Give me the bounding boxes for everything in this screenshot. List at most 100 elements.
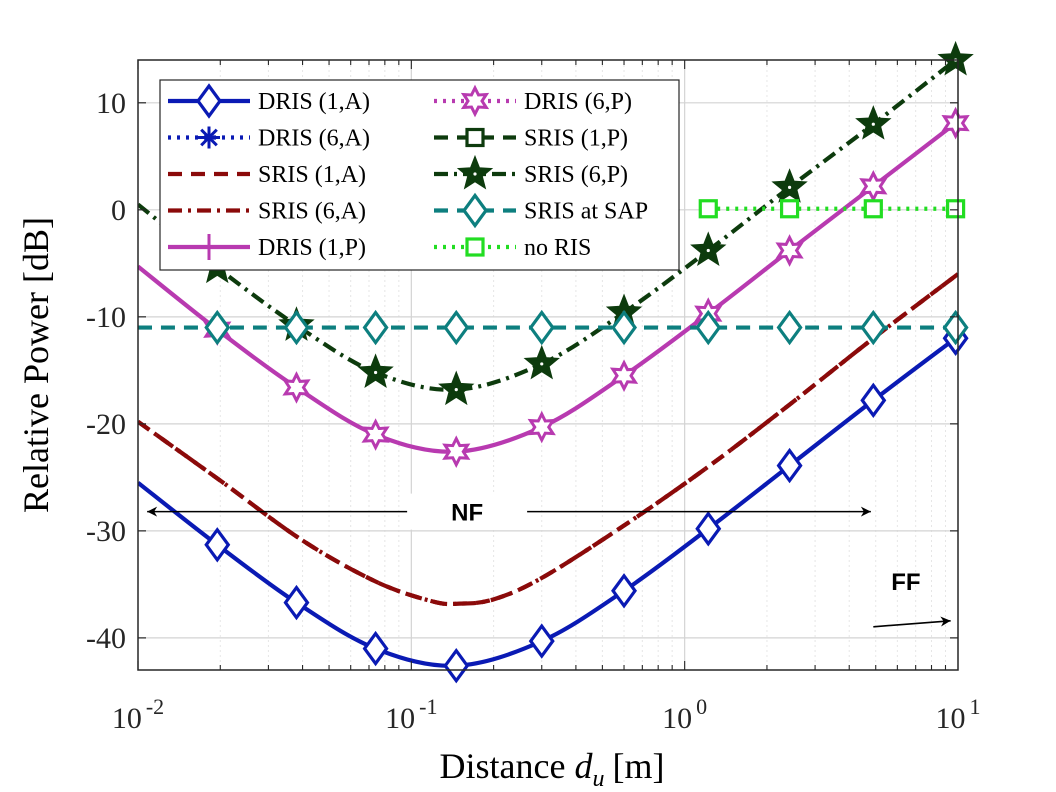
x-tick-base: 10 <box>662 702 692 735</box>
y-axis-title: Relative Power [dB] <box>16 217 56 513</box>
legend: DRIS (1,A) DRIS (6,A) SRIS (1,A) SRIS (6,A)… <box>159 79 680 271</box>
legend-item-no-ris: no RIS <box>434 235 591 261</box>
data-point-sris-at-sap <box>443 309 470 346</box>
data-point-no-ris <box>946 199 966 219</box>
x-tick-exponent: 0 <box>696 694 707 719</box>
marker-asterisk-stroke <box>200 128 218 147</box>
marker-square <box>465 127 485 148</box>
x-tick-exponent: -2 <box>146 694 164 719</box>
data-point-sris-at-sap <box>942 309 969 346</box>
annotation-label-bg <box>407 493 528 530</box>
marker-asterisk <box>198 126 220 149</box>
y-tick-label: -30 <box>86 515 126 548</box>
data-point-dris-6-p <box>282 371 311 404</box>
data-point-sris-at-sap <box>204 309 231 346</box>
annotations: NF FF <box>147 493 951 628</box>
x-axis-title-unit: [m] <box>612 746 664 786</box>
data-point-sris-at-sap <box>362 309 389 346</box>
legend-item-sris-at-sap: SRIS at SAP <box>434 192 648 229</box>
legend-item-sris-1-p: SRIS (1,P) <box>434 126 628 152</box>
marker-pentagram-center <box>373 370 378 375</box>
marker-pentagram-center <box>871 122 875 126</box>
x-tick-exponent: 1 <box>970 694 981 719</box>
legend-label: SRIS (6,P) <box>524 162 628 188</box>
data-point-sris-at-sap <box>528 309 555 346</box>
data-point-dris-6-p <box>442 435 471 469</box>
annotation-label-nf: NF <box>451 500 483 527</box>
marker-square <box>465 237 485 257</box>
marker-diamond <box>196 83 222 119</box>
legend-label: SRIS (1,P) <box>524 126 628 152</box>
x-tick-label: 10 -1 <box>385 694 437 735</box>
data-point-sris-at-sap <box>695 309 722 346</box>
legend-item-sris-6-a: SRIS (6,A) <box>168 199 366 225</box>
data-point-dris-1-a <box>283 584 310 621</box>
marker-diamond <box>462 192 488 229</box>
x-tick-label: 10 0 <box>662 694 707 735</box>
marker-layer <box>199 40 974 684</box>
data-point-dris-1-a <box>611 573 638 609</box>
plot-frame <box>137 59 959 671</box>
marker-pentagram-center <box>787 185 792 189</box>
x-axis-title-main: Distance <box>440 746 566 786</box>
legend-label: DRIS (1,P) <box>258 235 366 261</box>
y-tick-label: 10 <box>96 87 126 120</box>
data-point-sris-at-sap <box>283 309 310 346</box>
marker-pentagram-center <box>706 248 710 253</box>
y-tick-label: -20 <box>86 408 126 441</box>
legend-item-dris-1-a: DRIS (1,A) <box>168 83 370 119</box>
annotation-arrow-ff <box>873 616 951 628</box>
legend-item-sris-6-p: SRIS (6,P) <box>434 154 628 190</box>
data-point-sris-at-sap <box>860 309 887 346</box>
legend-label: SRIS (1,A) <box>258 162 366 188</box>
data-point-dris-6-p <box>941 106 970 140</box>
x-tick-base: 10 <box>936 702 966 735</box>
data-point-dris-1-a <box>443 648 470 684</box>
marker-plus <box>196 234 222 260</box>
data-point-dris-1-a <box>695 511 722 547</box>
data-point-dris-6-p <box>609 359 639 393</box>
series-line-sris-6-a <box>138 272 958 607</box>
legend-label: DRIS (6,P) <box>524 89 632 115</box>
marker-pentagram-center <box>540 362 544 366</box>
marker-pentagram-center <box>454 388 458 392</box>
marker-pentagram-center <box>473 172 477 176</box>
y-tick-label: -40 <box>86 622 126 655</box>
x-axis-title: Distance du [m] <box>440 746 665 792</box>
legend-item-dris-6-a: DRIS (6,A) <box>168 126 370 152</box>
legend-label: SRIS at SAP <box>524 199 648 225</box>
y-tick-label: 0 <box>111 194 126 227</box>
x-tick-base: 10 <box>112 702 142 735</box>
x-tick-label: 10 -2 <box>112 694 164 735</box>
legend-label: SRIS (6,A) <box>258 199 366 225</box>
x-tick-exponent: -1 <box>419 694 437 719</box>
x-axis-title-sub: u <box>592 766 604 792</box>
data-point-dris-1-a <box>528 623 555 659</box>
legend-label: DRIS (6,A) <box>258 126 370 152</box>
legend-item-sris-1-a: SRIS (1,A) <box>168 162 366 188</box>
data-point-sris-at-sap <box>776 309 803 346</box>
data-point-dris-1-a <box>776 447 803 484</box>
data-point-dris-1-a <box>860 382 887 419</box>
data-point-dris-1-a <box>362 630 389 667</box>
legend-label: DRIS (1,A) <box>258 89 370 115</box>
annotation-label-ff: FF <box>891 569 920 596</box>
data-point-dris-6-p <box>361 418 390 451</box>
x-tick-label: 10 1 <box>936 694 981 735</box>
legend-label: no RIS <box>524 235 591 261</box>
x-axis-title-var: d <box>574 746 593 786</box>
x-tick-base: 10 <box>385 702 415 735</box>
data-point-dris-6-p <box>527 410 556 444</box>
legend-item-dris-6-p: DRIS (6,P) <box>434 84 632 118</box>
marker-hexagram <box>460 84 490 118</box>
data-point-dris-1-a <box>204 527 231 563</box>
legend-item-dris-1-p: DRIS (1,P) <box>168 234 366 261</box>
data-point-sris-at-sap <box>611 309 638 346</box>
data-point-no-ris <box>779 199 800 219</box>
data-point-dris-6-p <box>775 234 804 267</box>
data-point-no-ris <box>698 199 718 219</box>
data-point-no-ris <box>863 199 883 219</box>
y-tick-label: -10 <box>86 301 126 334</box>
